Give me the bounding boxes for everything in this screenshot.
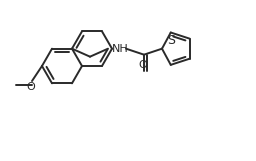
Text: O: O bbox=[27, 82, 35, 92]
Text: NH: NH bbox=[112, 44, 129, 54]
Text: S: S bbox=[167, 33, 175, 47]
Text: O: O bbox=[139, 60, 147, 70]
